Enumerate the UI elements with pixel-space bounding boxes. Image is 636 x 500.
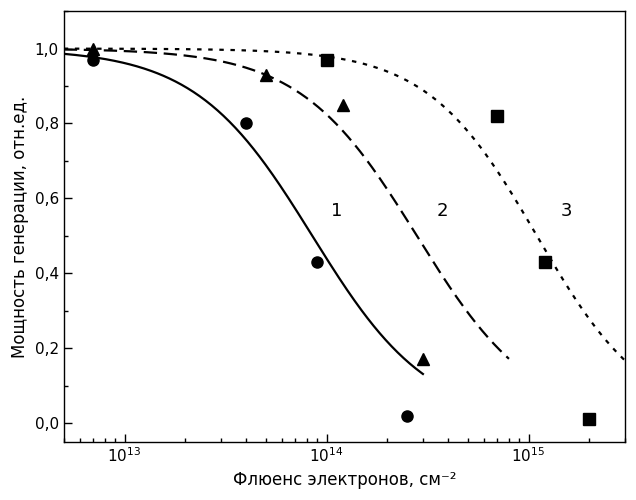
Text: 2: 2 bbox=[436, 202, 448, 220]
X-axis label: Флюенс электронов, см⁻²: Флюенс электронов, см⁻² bbox=[233, 471, 456, 489]
Text: 3: 3 bbox=[561, 202, 572, 220]
Y-axis label: Мощность генерации, отн.ед.: Мощность генерации, отн.ед. bbox=[11, 96, 29, 358]
Text: 1: 1 bbox=[331, 202, 342, 220]
